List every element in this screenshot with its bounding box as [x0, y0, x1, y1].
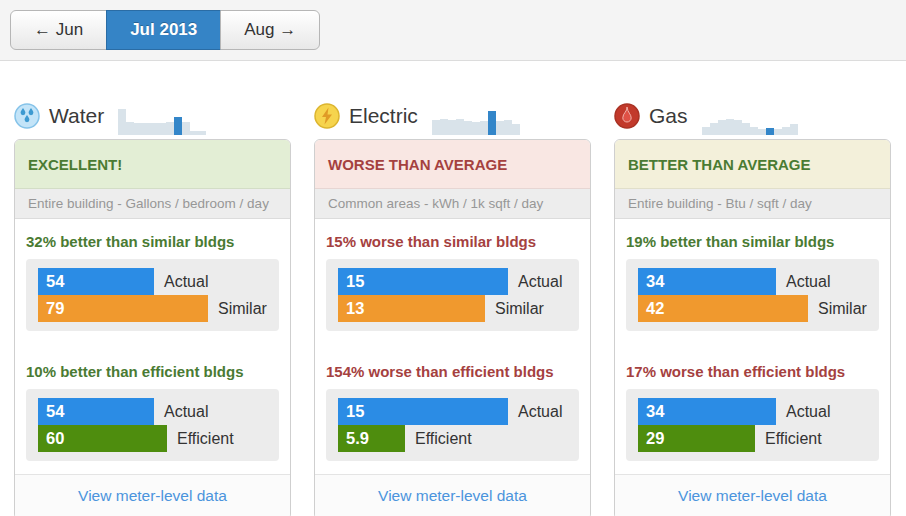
- water-body: 32% better than similar bldgs 54 Actual …: [15, 233, 290, 461]
- efficient-comparison-chart: 54 Actual 60 Efficient: [26, 389, 279, 461]
- bar-label: Similar: [218, 300, 267, 318]
- similar-bar-row: 79 Similar: [38, 295, 267, 322]
- actual-bar: 34: [638, 268, 776, 295]
- gas-panel: BETTER THAN AVERAGE Entire building - Bt…: [614, 139, 891, 516]
- utilities-dashboard: Water EXCELLENT! Entire building - Gallo…: [0, 61, 906, 516]
- similar-bar-row: 42 Similar: [638, 295, 867, 322]
- view-meter-data-link[interactable]: View meter-level data: [378, 487, 527, 504]
- actual-bar: 15: [338, 398, 508, 425]
- efficient-bar-row: 60 Efficient: [38, 425, 267, 452]
- actual-bar-row: 15 Actual: [338, 268, 567, 295]
- electric-section: Electric WORSE THAN AVERAGE Common areas…: [314, 99, 591, 516]
- gas-body: 19% better than similar bldgs 34 Actual …: [615, 233, 890, 461]
- month-button-group: ← Jun Jul 2013 Aug →: [10, 10, 320, 50]
- similar-comparison-chart: 54 Actual 79 Similar: [26, 259, 279, 331]
- comparison-heading: 10% better than efficient bldgs: [26, 363, 279, 380]
- electric-subtitle: Common areas - kWh / 1k sqft / day: [315, 189, 590, 219]
- water-section: Water EXCELLENT! Entire building - Gallo…: [14, 99, 291, 516]
- efficient-bar: 60: [38, 425, 167, 452]
- bar-label: Actual: [518, 273, 562, 291]
- gas-panel-head: Gas: [614, 99, 891, 133]
- comparison-heading: 32% better than similar bldgs: [26, 233, 279, 250]
- electric-panel-head: Electric: [314, 99, 591, 133]
- water-panel-footer: View meter-level data: [15, 474, 290, 516]
- electric-title: Electric: [349, 103, 418, 129]
- gas-panel-footer: View meter-level data: [615, 474, 890, 516]
- prev-month-button[interactable]: ← Jun: [10, 10, 107, 50]
- actual-bar: 54: [38, 268, 154, 295]
- bar-label: Efficient: [415, 430, 472, 448]
- water-subtitle: Entire building - Gallons / bedroom / da…: [15, 189, 290, 219]
- comparison-heading: 15% worse than similar bldgs: [326, 233, 579, 250]
- electric-panel: WORSE THAN AVERAGE Common areas - kWh / …: [314, 139, 591, 516]
- lightning-bolt-icon: [314, 103, 340, 129]
- similar-comparison-chart: 15 Actual 13 Similar: [326, 259, 579, 331]
- water-title: Water: [49, 103, 104, 129]
- similar-bar: 13: [338, 295, 485, 322]
- flame-icon: [614, 103, 640, 129]
- bar-label: Actual: [786, 403, 830, 421]
- actual-bar: 54: [38, 398, 154, 425]
- water-panel-head: Water: [14, 99, 291, 133]
- electric-body: 15% worse than similar bldgs 15 Actual 1…: [315, 233, 590, 461]
- actual-bar-row: 34 Actual: [638, 398, 867, 425]
- similar-comparison-chart: 34 Actual 42 Similar: [626, 259, 879, 331]
- water-drops-icon: [14, 103, 40, 129]
- bar-label: Efficient: [765, 430, 822, 448]
- bar-label: Efficient: [177, 430, 234, 448]
- water-status-banner: EXCELLENT!: [15, 140, 290, 189]
- month-nav-bar: ← Jun Jul 2013 Aug →: [0, 0, 906, 61]
- bar-label: Actual: [786, 273, 830, 291]
- similar-bar-row: 13 Similar: [338, 295, 567, 322]
- actual-bar: 34: [638, 398, 776, 425]
- actual-bar-row: 54 Actual: [38, 268, 267, 295]
- actual-bar-row: 34 Actual: [638, 268, 867, 295]
- gas-status-banner: BETTER THAN AVERAGE: [615, 140, 890, 189]
- water-sparkline: [118, 105, 206, 135]
- efficient-bar-row: 29 Efficient: [638, 425, 867, 452]
- actual-bar-row: 15 Actual: [338, 398, 567, 425]
- bar-label: Similar: [818, 300, 867, 318]
- efficient-comparison-chart: 34 Actual 29 Efficient: [626, 389, 879, 461]
- bar-label: Actual: [518, 403, 562, 421]
- electric-status-banner: WORSE THAN AVERAGE: [315, 140, 590, 189]
- electric-sparkline: [432, 105, 520, 135]
- next-month-button[interactable]: Aug →: [220, 10, 320, 50]
- water-panel: EXCELLENT! Entire building - Gallons / b…: [14, 139, 291, 516]
- efficient-bar: 5.9: [338, 425, 405, 452]
- bar-label: Similar: [495, 300, 544, 318]
- comparison-heading: 17% worse than efficient bldgs: [626, 363, 879, 380]
- comparison-heading: 19% better than similar bldgs: [626, 233, 879, 250]
- similar-bar: 79: [38, 295, 208, 322]
- bar-label: Actual: [164, 403, 208, 421]
- actual-bar-row: 54 Actual: [38, 398, 267, 425]
- efficient-bar: 29: [638, 425, 755, 452]
- bar-label: Actual: [164, 273, 208, 291]
- comparison-heading: 154% worse than efficient bldgs: [326, 363, 579, 380]
- efficient-bar-row: 5.9 Efficient: [338, 425, 567, 452]
- gas-title: Gas: [649, 103, 688, 129]
- view-meter-data-link[interactable]: View meter-level data: [678, 487, 827, 504]
- electric-panel-footer: View meter-level data: [315, 474, 590, 516]
- current-month-button[interactable]: Jul 2013: [106, 10, 221, 50]
- similar-bar: 42: [638, 295, 808, 322]
- efficient-comparison-chart: 15 Actual 5.9 Efficient: [326, 389, 579, 461]
- view-meter-data-link[interactable]: View meter-level data: [78, 487, 227, 504]
- gas-subtitle: Entire building - Btu / sqft / day: [615, 189, 890, 219]
- actual-bar: 15: [338, 268, 508, 295]
- gas-sparkline: [702, 105, 798, 135]
- gas-section: Gas BETTER THAN AVERAGE Entire building …: [614, 99, 891, 516]
